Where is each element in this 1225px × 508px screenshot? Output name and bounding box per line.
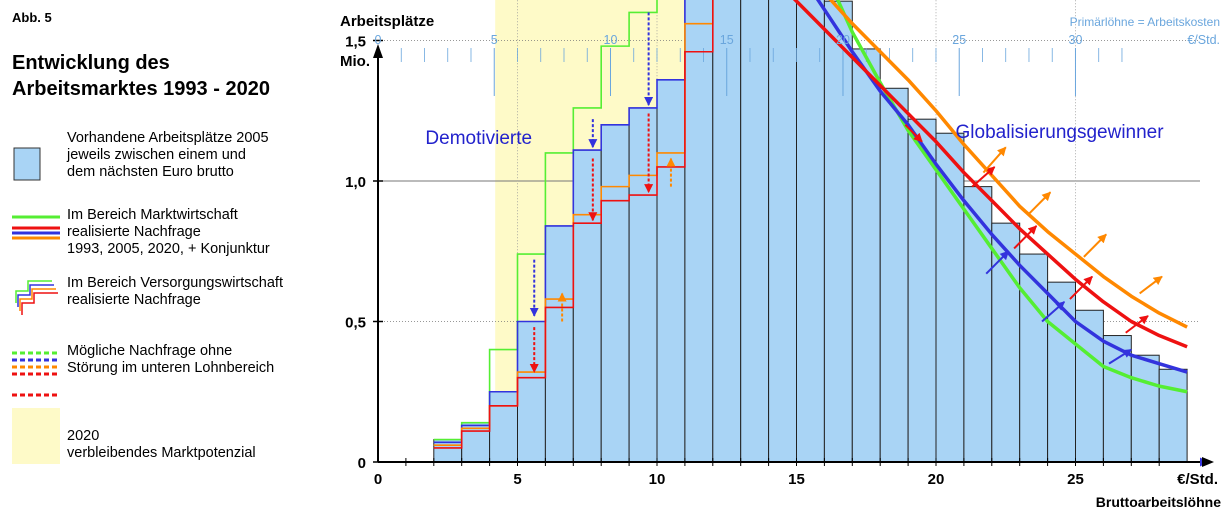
bar: [907, 118, 937, 463]
curve-2005: [815, 0, 1188, 374]
shift-arrow: [985, 250, 1010, 275]
step-series-tendenz-2020: [433, 0, 714, 449]
x-axis-unit: €/Std.: [1177, 471, 1218, 488]
bar: [517, 321, 546, 463]
shift-arrow: [1083, 233, 1107, 258]
bar: [823, 0, 853, 463]
y-axis-title: Arbeitsplätze: [340, 13, 434, 30]
bar: [796, 0, 825, 463]
y-tick-label: 0,5: [345, 315, 366, 332]
legend-text-4: 2020 verbleibendes Marktpotenzial: [67, 428, 256, 461]
shift-arrow: [982, 146, 1007, 174]
bar: [684, 0, 714, 463]
x-axis-title: Bruttoarbeitslöhne: [1096, 494, 1221, 508]
bar: [935, 132, 965, 463]
y-axis-unit: Mio.: [340, 53, 370, 70]
top-axis-tick-label: 30: [1069, 33, 1083, 47]
legend-text-0: Vorhandene Arbeitsplätze 2005 jeweils zwi…: [67, 130, 269, 180]
x-tick-label: 0: [374, 471, 382, 488]
step-series-1993: [433, 0, 658, 441]
bar: [544, 225, 574, 463]
bar: [1158, 368, 1188, 463]
legend-steps-symbol: [15, 280, 58, 315]
bar: [1130, 354, 1160, 463]
x-tick-label: 25: [1067, 471, 1084, 488]
figure-label: Abb. 5: [12, 10, 52, 25]
y-tick-label: 1,5: [345, 34, 366, 51]
bar: [489, 391, 519, 463]
shift-arrow: [1013, 225, 1038, 250]
shift-arrow: [904, 124, 923, 143]
annotation-globalisierungsgewinner: Globalisierungsgewinner: [956, 122, 1165, 143]
x-tick-label: 15: [788, 471, 805, 488]
top-axis-tick-label: 20: [836, 33, 850, 47]
legend-dashed-symbol: [12, 351, 60, 397]
bar: [656, 79, 686, 463]
x-tick-label: 5: [513, 471, 521, 488]
top-axis-tick-label: 0: [375, 33, 382, 47]
x-tick-label: 20: [928, 471, 945, 488]
annotation-demotivierte: Demotivierte: [425, 128, 532, 149]
curve-1993: [835, 0, 1188, 394]
legend-text-2: Im Bereich Versorgungswirtschaft realisie…: [67, 275, 283, 308]
chart-title: Entwicklung des Arbeitsmarktes 1993 - 202…: [12, 52, 270, 100]
legend-panel: Abb. 5 Entwicklung des Arbeitsmarktes 199…: [0, 0, 338, 508]
top-axis-title: Primärlöhne = Arbeitskosten: [1070, 15, 1220, 29]
x-tick-label: 10: [649, 471, 666, 488]
x-axis-arrowhead: [1202, 457, 1214, 467]
top-axis-unit: €/Std.: [1187, 33, 1220, 47]
shift-arrow: [1108, 348, 1133, 365]
legend-lines-symbol: [12, 215, 60, 240]
legend-bar-symbol: [13, 147, 41, 181]
bar: [851, 48, 881, 463]
top-axis-tick-label: 25: [952, 33, 966, 47]
shift-arrow: [1069, 275, 1093, 300]
bar: [1019, 253, 1049, 463]
shift-arrow: [1125, 315, 1149, 334]
bar: [740, 0, 770, 463]
y-tick-label: 1,0: [345, 174, 366, 191]
bar: [628, 107, 658, 463]
legend-text-1: Im Bereich Marktwirtschaft realisierte Na…: [67, 207, 270, 257]
bar: [572, 149, 602, 463]
bar: [768, 0, 797, 463]
y-axis-arrowhead: [373, 44, 383, 58]
shift-arrow: [1027, 191, 1052, 216]
legend-area-symbol: [12, 408, 60, 464]
shift-arrow: [971, 166, 996, 188]
top-axis-tick-label: 10: [604, 33, 618, 47]
curve-konjunktur: [828, 0, 1188, 329]
curve-tendenz-2020: [792, 0, 1188, 349]
shift-arrow: [1139, 275, 1163, 295]
legend-text-3: Mögliche Nachfrage ohne Störung im untere…: [67, 343, 275, 376]
top-axis-tick-label: 5: [491, 33, 498, 47]
bar: [600, 124, 630, 463]
bar: [1075, 309, 1104, 463]
bar: [879, 87, 909, 463]
top-axis-tick-label: 15: [720, 33, 734, 47]
y-tick-label: 0: [358, 455, 366, 472]
shift-arrow: [1041, 301, 1066, 323]
